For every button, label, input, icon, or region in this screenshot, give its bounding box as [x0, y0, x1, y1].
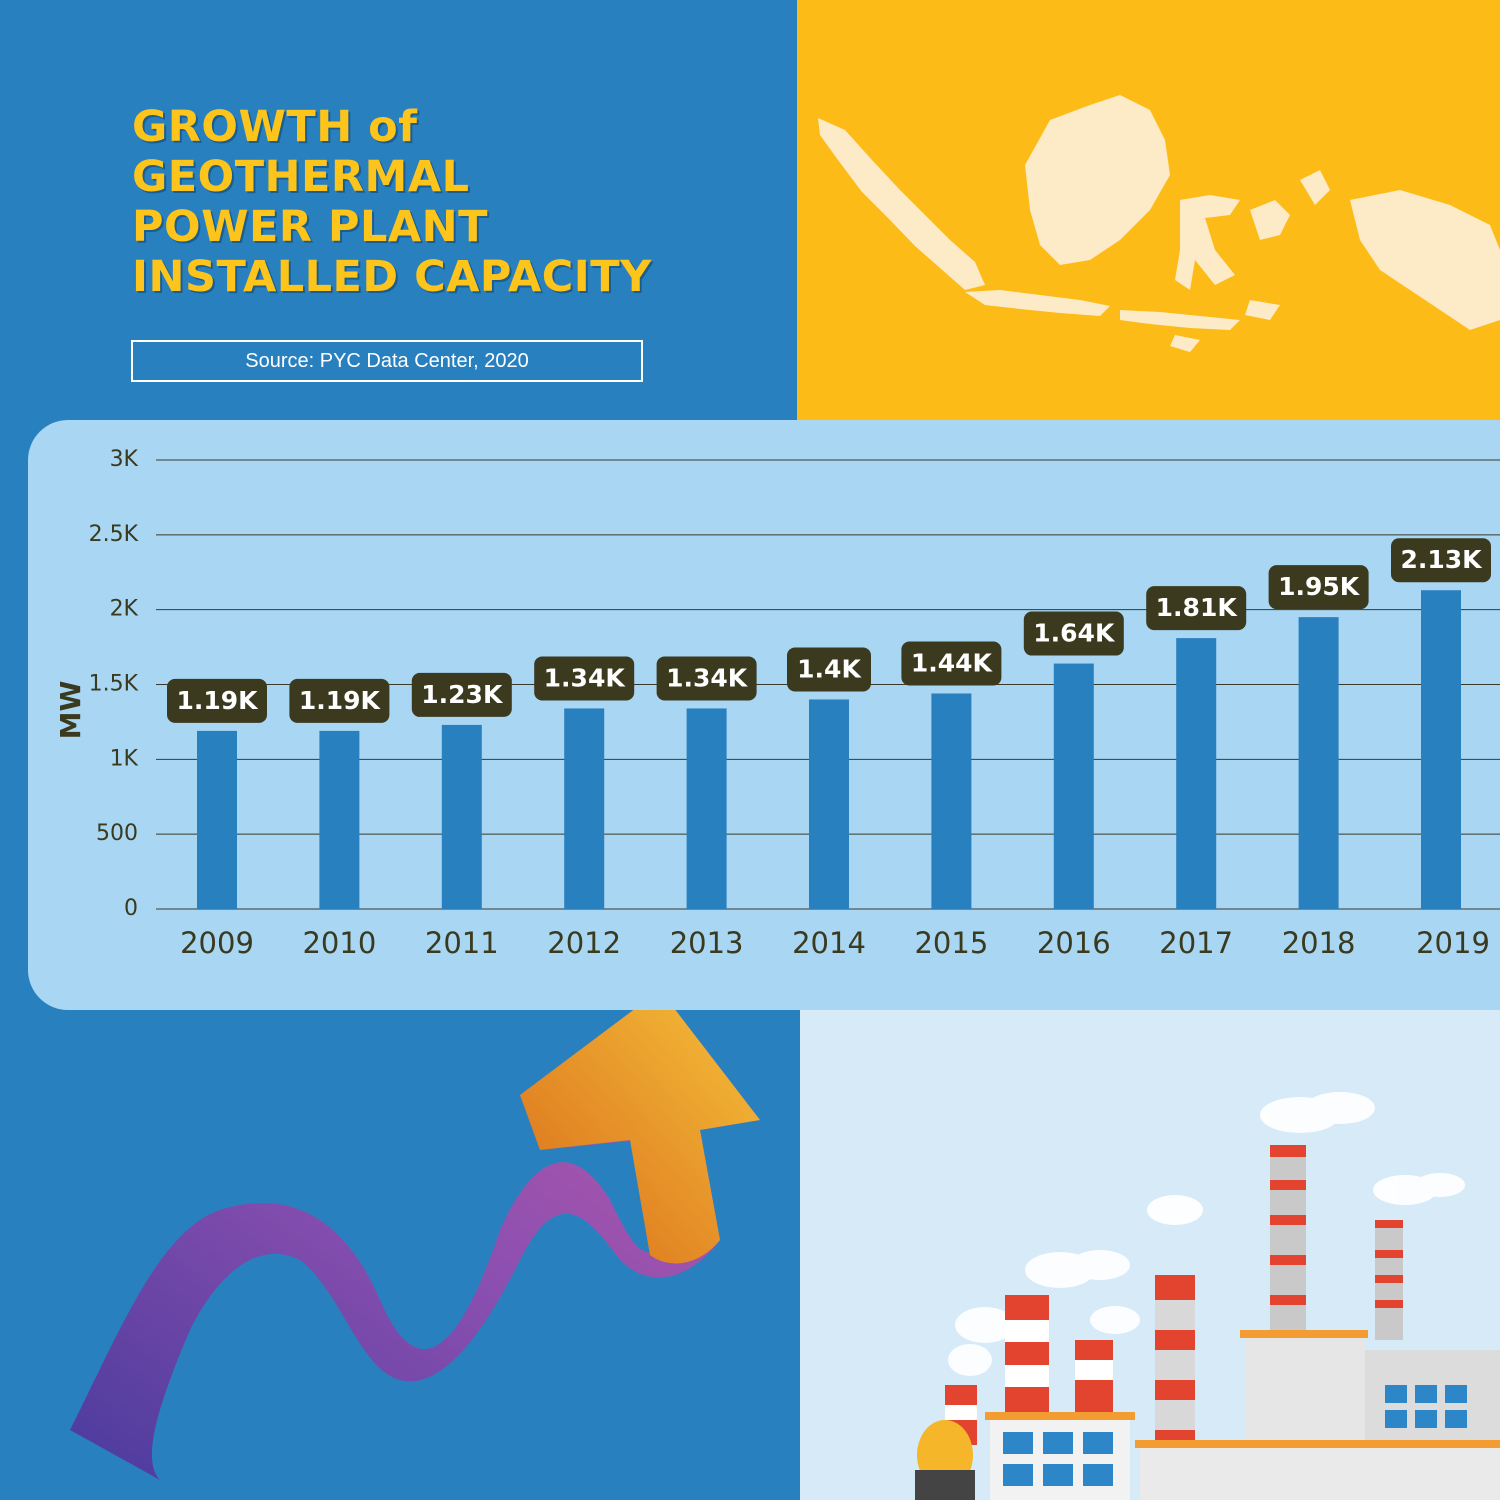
data-label: 1.34K [666, 663, 749, 692]
x-tick-label: 2012 [547, 926, 621, 960]
data-label-box [901, 641, 1002, 686]
data-label-box [1391, 538, 1491, 583]
x-axis-ticks: 2009 2010 2011 2012 2013 2014 2015 2016 2017 2018… [180, 926, 1490, 960]
x-tick-label: 2016 [1037, 926, 1111, 960]
data-label-box [1146, 586, 1247, 631]
x-tick-label: 2013 [670, 926, 744, 960]
title-line-2: GEOTHERMAL [132, 152, 470, 202]
y-tick-label: 2K [110, 597, 139, 622]
x-tick-label: 2018 [1282, 926, 1356, 960]
data-label: 2.13K [1400, 545, 1483, 574]
data-label: 1.19K [299, 686, 382, 715]
bar-2014 [809, 699, 849, 909]
data-label-box [534, 656, 635, 701]
bar-2013 [686, 708, 727, 909]
title-line-3: POWER PLANT [132, 202, 488, 252]
x-tick-label: 2019 [1416, 926, 1490, 960]
map-background [797, 0, 1500, 420]
data-label: 1.44K [911, 648, 994, 677]
bar-2019 [1421, 590, 1461, 909]
y-tick-label: 3K [110, 447, 139, 472]
bar-2010 [319, 730, 360, 909]
x-tick-label: 2010 [302, 926, 376, 960]
bar-2009 [197, 730, 237, 909]
data-label-box [411, 672, 512, 717]
factory-background [800, 1010, 1500, 1500]
title-line-4: INSTALLED CAPACITY [132, 252, 652, 302]
x-tick-label: 2015 [914, 926, 988, 960]
x-tick-label: 2014 [792, 926, 866, 960]
data-label: 1.34K [544, 663, 627, 692]
source-caption: Source: PYC Data Center, 2020 [131, 340, 643, 382]
data-label-box [787, 647, 871, 692]
data-label: 1.19K [176, 686, 259, 715]
y-tick-label: 1.5K [89, 672, 139, 697]
data-label: 1.95K [1278, 572, 1361, 601]
bar-2018 [1298, 617, 1339, 909]
x-tick-label: 2009 [180, 926, 254, 960]
bars [197, 590, 1461, 909]
data-label-box [167, 678, 267, 723]
y-axis-label: MW [54, 681, 87, 740]
y-tick-label: 500 [96, 821, 138, 846]
data-label: 1.81K [1156, 593, 1239, 622]
bar-2015 [931, 693, 972, 909]
y-tick-label: 2.5K [89, 522, 139, 547]
y-axis-ticks: 0 500 1K 1.5K 2K 2.5K 3K [89, 447, 139, 921]
chart-panel: 0 500 1K 1.5K 2K 2.5K 3K 1.19K 1.19K 1.23K 1.34K 1… [28, 420, 1500, 1010]
bar-2016 [1053, 663, 1094, 909]
data-label-box [656, 656, 757, 701]
page-title: GROWTH of GEOTHERMAL POWER PLANT INSTALL… [132, 102, 652, 302]
data-label-box [289, 678, 390, 723]
bar-2011 [441, 724, 482, 909]
data-label-box [1268, 565, 1369, 610]
y-tick-label: 0 [124, 896, 138, 921]
y-tick-label: 1K [110, 746, 139, 771]
data-label: 1.23K [421, 680, 504, 709]
data-label: 1.4K [797, 654, 862, 683]
arrow-background [0, 1010, 800, 1500]
data-labels: 1.19K 1.19K 1.23K 1.34K 1.34K 1.4K 1.44K 1.64K 1… [167, 538, 1491, 723]
x-tick-label: 2011 [425, 926, 499, 960]
bar-2017 [1176, 638, 1217, 909]
x-tick-label: 2017 [1159, 926, 1233, 960]
data-label: 1.64K [1033, 619, 1116, 648]
data-label-box [1023, 611, 1124, 656]
bar-2012 [564, 708, 605, 909]
title-line-1: GROWTH of [132, 102, 418, 152]
